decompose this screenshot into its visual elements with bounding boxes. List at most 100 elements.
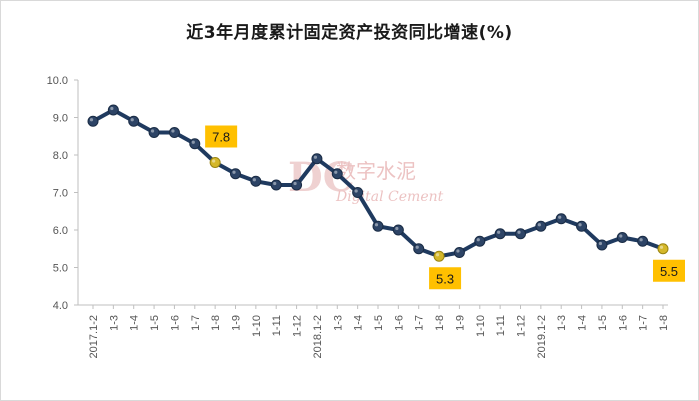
- point-shine: [252, 178, 256, 182]
- x-tick-label: 1-4: [353, 315, 365, 331]
- point-shine: [171, 129, 175, 133]
- x-tick-label: 1-6: [169, 315, 181, 331]
- x-tick-label: 1-5: [149, 315, 161, 331]
- x-tick-label: 1-3: [332, 315, 344, 331]
- point-shine: [578, 223, 582, 227]
- data-point: [535, 220, 547, 232]
- x-tick-label: 1-12: [516, 315, 528, 337]
- data-point: [87, 115, 99, 127]
- x-tick-label: 1-7: [638, 315, 650, 331]
- data-point: [474, 235, 486, 247]
- point-shine: [191, 140, 195, 144]
- watermark-chinese-text: 数字水泥: [336, 159, 416, 183]
- data-point: [230, 168, 241, 180]
- x-tick-label: 1-10: [475, 315, 487, 337]
- data-point: [189, 138, 201, 150]
- axes: [77, 80, 668, 306]
- point-shine: [395, 226, 399, 231]
- x-tick-label: 1-6: [393, 315, 405, 331]
- data-point: [392, 224, 404, 236]
- x-tick-label: 1-8: [434, 315, 446, 331]
- y-tick-label: 4.0: [53, 300, 68, 312]
- data-point: [596, 239, 608, 251]
- point-shine: [374, 223, 379, 227]
- data-point: [107, 104, 119, 116]
- markers: [87, 104, 669, 262]
- x-tick-label: 1-9: [454, 315, 466, 331]
- point-shine: [293, 181, 297, 186]
- data-point: [128, 115, 140, 127]
- point-shine: [435, 253, 440, 257]
- point-shine: [212, 159, 216, 163]
- point-shine: [89, 118, 94, 122]
- x-tick-label: 1-4: [577, 315, 589, 331]
- x-tick-label: 1-7: [190, 315, 202, 331]
- point-shine: [639, 238, 643, 242]
- point-shine: [619, 234, 623, 238]
- highlight-point: [657, 243, 669, 255]
- y-tick-label: 7.0: [53, 188, 68, 200]
- data-point: [331, 168, 343, 180]
- data-point: [291, 179, 303, 191]
- x-tick-label: 1-4: [129, 315, 141, 331]
- point-shine: [659, 245, 664, 249]
- point-shine: [232, 170, 236, 174]
- point-shine: [497, 230, 501, 234]
- data-point: [555, 213, 567, 225]
- data-point: [637, 235, 649, 247]
- y-tick-label: 10.0: [47, 75, 68, 87]
- x-tick-label: 1-3: [556, 315, 568, 331]
- x-tick-label: 1-9: [231, 315, 243, 331]
- x-tick-label: 1-11: [495, 315, 507, 336]
- data-point: [250, 175, 262, 187]
- data-point: [453, 247, 465, 258]
- data-label-box: [653, 259, 685, 282]
- x-tick-label: 1-6: [617, 315, 629, 331]
- point-shine: [476, 238, 480, 242]
- x-tick-label: 1-8: [210, 315, 222, 331]
- point-shine: [598, 241, 603, 246]
- point-shine: [415, 245, 419, 249]
- y-tick-label: 9.0: [53, 113, 68, 125]
- data-point: [515, 228, 526, 240]
- x-tick-label: 1-8: [658, 315, 670, 331]
- point-shine: [558, 215, 562, 219]
- y-axis-ticks: 10.0 9.0 8.0 7.0 6.0 5.0 4.0: [47, 75, 78, 312]
- point-shine: [130, 118, 134, 122]
- data-point: [168, 127, 180, 138]
- data-point: [372, 220, 384, 232]
- point-shine: [537, 223, 541, 227]
- data-label: 7.8: [212, 130, 230, 145]
- data-point: [148, 127, 160, 138]
- data-point: [352, 187, 364, 198]
- point-shine: [313, 155, 318, 159]
- data-label: 5.5: [660, 264, 678, 279]
- x-tick-label: 2019.1-2: [536, 315, 548, 358]
- point-shine: [334, 170, 338, 174]
- data-point: [270, 179, 282, 191]
- chart-title: 近3年月度累计固定资产投资同比增速(%): [186, 23, 513, 43]
- data-point: [311, 153, 323, 165]
- data-label: 5.3: [436, 271, 454, 286]
- data-point: [413, 243, 425, 255]
- point-shine: [110, 106, 114, 111]
- x-tick-label: 1-10: [251, 315, 263, 337]
- data-point: [576, 220, 588, 232]
- x-tick-label: 1-12: [292, 315, 304, 337]
- point-shine: [517, 230, 521, 234]
- x-tick-label: 2018.1-2: [312, 315, 324, 358]
- x-tick-label: 1-5: [373, 315, 385, 331]
- highlight-point: [433, 250, 445, 262]
- data-label-box: [429, 267, 462, 290]
- y-tick-label: 5.0: [53, 263, 68, 275]
- y-tick-label: 6.0: [53, 225, 68, 237]
- x-tick-label: 1-7: [414, 315, 426, 331]
- point-shine: [273, 181, 277, 186]
- point-shine: [354, 189, 358, 193]
- x-tick-label: 2017.1-2: [88, 315, 100, 358]
- y-tick-label: 8.0: [53, 150, 68, 162]
- x-tick-label: 1-3: [108, 315, 120, 331]
- x-tick-label: 1-5: [597, 315, 609, 331]
- highlight-point: [209, 157, 221, 168]
